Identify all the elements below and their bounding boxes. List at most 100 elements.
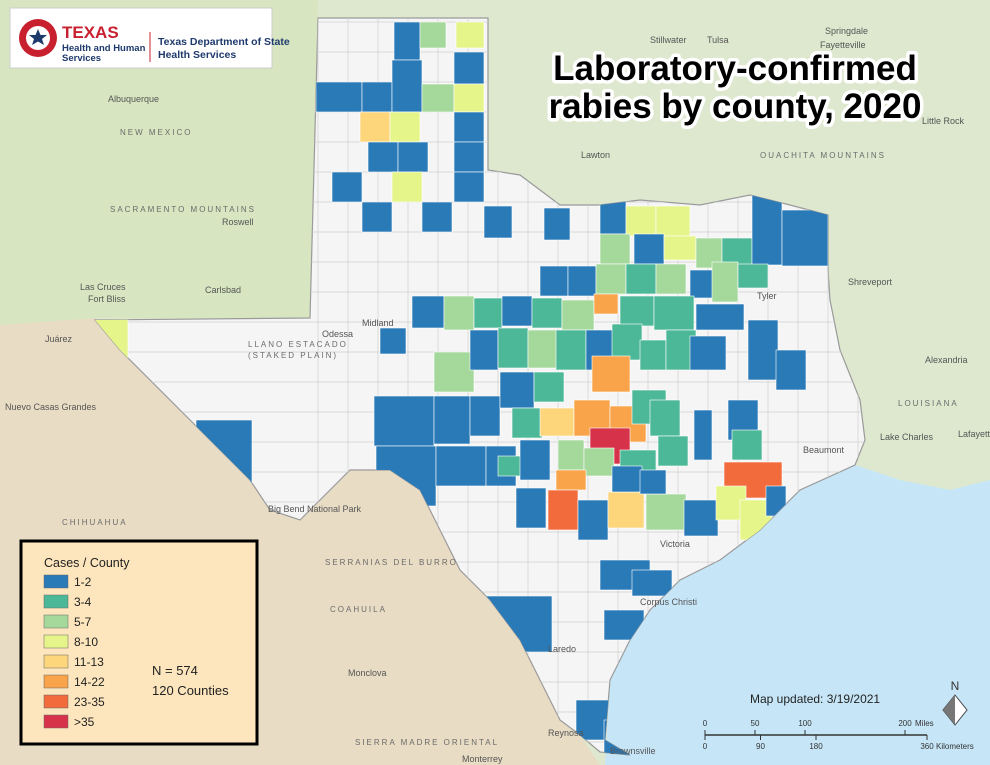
county	[527, 329, 559, 369]
county	[421, 201, 453, 233]
legend-label: 8-10	[74, 635, 98, 649]
county	[561, 299, 595, 331]
place-label: Lake Charles	[880, 432, 934, 442]
place-label: Springdale	[825, 26, 868, 36]
county	[625, 205, 657, 237]
county	[433, 395, 471, 445]
county	[731, 429, 763, 461]
county	[373, 395, 435, 447]
place-label: Fort Bliss	[88, 294, 126, 304]
legend-swatch	[43, 634, 69, 649]
place-label: Victoria	[660, 539, 690, 549]
scale-label: 360	[920, 742, 934, 751]
place-label: OUACHITA MOUNTAINS	[760, 151, 886, 160]
legend-label: 14-22	[74, 675, 105, 689]
place-label: Reynosa	[548, 728, 584, 738]
place-label: Nuevo Casas Grandes	[5, 402, 97, 412]
legend-swatch	[43, 654, 69, 669]
county	[453, 83, 485, 113]
county	[389, 111, 421, 143]
county	[453, 51, 485, 85]
place-label: SIERRA MADRE ORIENTAL	[355, 738, 499, 747]
legend-counties: 120 Counties	[152, 683, 229, 698]
county	[663, 235, 697, 261]
county	[531, 297, 563, 329]
logo: TEXAS Health and Human Services Texas De…	[9, 7, 290, 69]
county	[519, 439, 551, 481]
legend-label: 1-2	[74, 575, 92, 589]
legend-title: Cases / County	[44, 556, 130, 570]
legend-label: 3-4	[74, 595, 92, 609]
scale-label: 200	[898, 719, 912, 728]
county	[591, 355, 631, 393]
county	[599, 199, 627, 235]
north-symbol-half	[943, 695, 955, 725]
place-label: Big Bend National Park	[268, 504, 362, 514]
place-label: Tyler	[757, 291, 777, 301]
county	[361, 201, 393, 233]
county	[683, 499, 719, 537]
place-label: Tulsa	[707, 35, 729, 45]
county	[595, 263, 627, 295]
place-label: Lawton	[581, 150, 610, 160]
place-label: Juárez	[45, 334, 73, 344]
county	[631, 569, 673, 597]
county	[689, 335, 727, 371]
county	[397, 141, 429, 173]
title: Laboratory-confirmed	[553, 49, 917, 88]
county	[555, 469, 587, 491]
county	[577, 499, 609, 541]
place-label: Alexandria	[925, 355, 968, 365]
county	[775, 349, 807, 391]
county	[453, 171, 485, 203]
county	[379, 327, 407, 355]
county	[655, 205, 691, 237]
county	[393, 21, 421, 61]
scale-label: 180	[809, 742, 823, 751]
place-label: Odessa	[322, 329, 353, 339]
scale-label: 0	[703, 742, 708, 751]
county	[747, 319, 779, 381]
county	[593, 293, 619, 315]
county	[411, 295, 445, 329]
county	[711, 261, 739, 303]
county	[359, 111, 391, 143]
place-label: Albuquerque	[108, 94, 159, 104]
county	[695, 303, 745, 331]
place-label: Beaumont	[803, 445, 845, 455]
county	[555, 329, 587, 371]
county	[611, 323, 643, 361]
county	[391, 59, 423, 113]
county	[781, 209, 829, 267]
place-label: Fayetteville	[820, 40, 866, 50]
legend-swatch	[43, 594, 69, 609]
scale-unit: Miles	[915, 719, 934, 728]
legend: Cases / County N = 574 120 Counties 1-2 3…	[19, 539, 259, 746]
scale-bar: 0 50 100 200 Miles 0 90 180 360 Kilometers	[703, 719, 974, 751]
county	[483, 205, 513, 239]
gulf	[605, 465, 990, 765]
places: NEW MEXICO CHIHUAHUA COAHUILA LOUISIANA Albu…	[5, 26, 990, 764]
counties	[95, 21, 829, 755]
legend-swatch	[43, 714, 69, 729]
place-label: NEW MEXICO	[120, 128, 192, 137]
scale-unit: Kilometers	[936, 742, 974, 751]
place-label: LLANO ESTACADO	[248, 340, 348, 349]
county	[633, 233, 665, 265]
logo-dept: Health Services	[158, 49, 236, 61]
county	[515, 487, 547, 529]
county	[455, 21, 485, 49]
county	[639, 339, 667, 371]
county	[453, 141, 485, 173]
legend-swatch	[43, 694, 69, 709]
county	[557, 439, 585, 471]
county	[751, 194, 783, 266]
county	[539, 407, 575, 437]
county	[539, 265, 569, 297]
logo-line: Health and Human	[62, 43, 146, 54]
logo-dept: Texas Department of State	[158, 36, 290, 48]
county	[653, 295, 695, 331]
county	[315, 81, 363, 113]
county	[421, 83, 455, 113]
